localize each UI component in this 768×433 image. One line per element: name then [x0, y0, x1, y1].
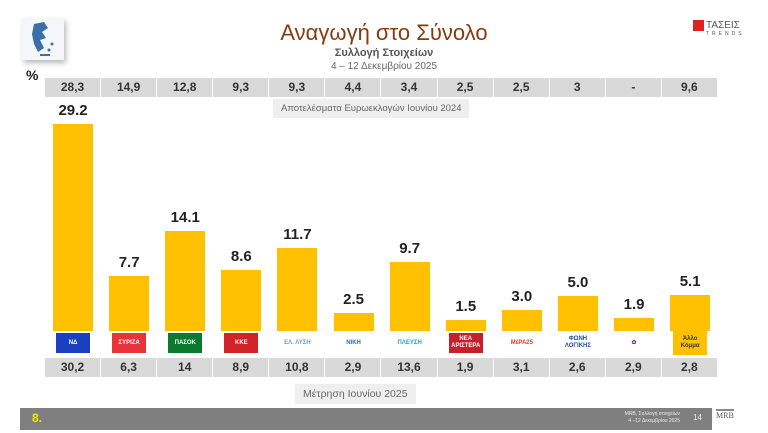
party-logo: ΕΛ. ΛΥΣΗ: [284, 339, 311, 346]
june2025-cell: 2,9: [325, 358, 381, 377]
june2025-caption: Μέτρηση Ιουνίου 2025: [295, 384, 416, 404]
value-label: 7.7: [118, 254, 140, 272]
june2025-cell: 3,1: [493, 358, 549, 377]
value-label: 1.9: [623, 295, 645, 313]
euro2024-cell: 2,5: [437, 78, 493, 97]
euro2024-cell: -: [605, 78, 661, 97]
bar-9: [557, 295, 598, 331]
euro2024-cell: 14,9: [101, 78, 157, 97]
page-title: Αναγωγή στο Σύνολο: [280, 20, 488, 45]
euro2024-caption: Αποτελέσματα Ευρωεκλογών Ιουνίου 2024: [273, 99, 470, 118]
euro2024-cell: 28,3: [45, 78, 101, 97]
brand-sub: TRENDS: [706, 31, 745, 38]
euro2024-cell: 3: [549, 78, 605, 97]
euro2024-cell: 4,4: [325, 78, 381, 97]
value-label: 8.6: [230, 248, 252, 266]
bar-10: [614, 317, 655, 331]
greece-map-icon: [22, 18, 64, 60]
june2025-row: 30,2 6,3 14 8,9 10,8 2,9 13,6 1,9 3,1 2,6 2,9 2,8: [45, 358, 718, 377]
euro2024-cell: 9,3: [269, 78, 325, 97]
bar-11: [670, 294, 711, 331]
brand-name: ΤΑΣΕΙΣ: [706, 20, 740, 32]
june2025-cell: 30,2: [45, 358, 101, 377]
footer-source: MRB, Συλλογή στοιχείων 4 –12 Δεκεμβρίου 2…: [625, 411, 680, 425]
party-logo: ΜέΡΑ25: [510, 339, 533, 346]
party-logo: ΝΙΚΗ: [346, 339, 361, 346]
page-number: 14: [693, 413, 702, 422]
subtitle: Συλλογή Στοιχείων: [334, 47, 434, 59]
bar-8: [501, 309, 542, 331]
mrb-logo: MRB: [716, 409, 734, 420]
party-logo: ΠΑΣΟΚ: [168, 333, 203, 353]
value-label: 5.1: [679, 272, 701, 290]
bar-3: [221, 270, 262, 331]
value-label: 3.0: [511, 287, 533, 305]
party-logo: ΝΔ: [56, 333, 91, 353]
june2025-cell: 2,8: [661, 358, 717, 377]
slide-number: 8.: [32, 411, 43, 425]
date-range: 4 – 12 Δεκεμβρίου 2025: [330, 61, 438, 72]
june2025-cell: 6,3: [101, 358, 157, 377]
euro2024-cell: 12,8: [157, 78, 213, 97]
june2025-cell: 2,6: [549, 358, 605, 377]
unit-label: %: [26, 67, 39, 83]
june2025-cell: 8,9: [213, 358, 269, 377]
june2025-cell: 14: [157, 358, 213, 377]
source-line-1: MRB, Συλλογή στοιχείων: [624, 411, 680, 417]
june2025-cell: 13,6: [381, 358, 437, 377]
footer-bar: 8. MRB, Συλλογή στοιχείων 4 –12 Δεκεμβρίο…: [20, 408, 712, 430]
value-label: 9.7: [399, 240, 421, 258]
euro2024-row: 28,3 14,9 12,8 9,3 9,3 4,4 3,4 2,5 2,5 3-9,6: [45, 78, 718, 97]
bar-5: [333, 313, 374, 331]
value-label: 2.5: [343, 291, 364, 309]
party-logo: ✿: [631, 339, 637, 346]
june2025-cell: 2,9: [605, 358, 661, 377]
bar-7: [445, 320, 486, 331]
party-logo: ΠΛΕΥΣΗ: [397, 339, 422, 346]
value-label: 1.5: [455, 298, 477, 316]
party-logo: ΣΥΡΙΖΑ: [112, 333, 147, 353]
value-label: 14.1: [170, 209, 200, 227]
value-label: 29.2: [58, 102, 88, 119]
value-label: 11.7: [283, 226, 312, 244]
bar-1: [109, 276, 150, 331]
party-logo: ΚΚΕ: [224, 333, 259, 353]
euro2024-cell: 9,6: [661, 78, 717, 97]
june2025-cell: 10,8: [269, 358, 325, 377]
bar-4: [277, 248, 318, 331]
value-label: 5.0: [567, 273, 589, 291]
bar-2: [165, 231, 206, 331]
party-logo: ΦΩΝΗ ΛΟΓΙΚΗΣ: [564, 336, 591, 349]
euro2024-cell: 9,3: [213, 78, 269, 97]
brand-logo: ΤΑΣΕΙΣ TRENDS: [693, 20, 745, 37]
bar-6: [389, 262, 430, 331]
source-line-2: 4 –12 Δεκεμβρίου 2025: [628, 418, 680, 424]
june2025-cell: 1,9: [437, 358, 493, 377]
euro2024-cell: 3,4: [381, 78, 437, 97]
party-logo: ΝΕΑ ΑΡΙΣΤΕΡΑ: [448, 333, 483, 353]
party-logo: Άλλο Κόμμα: [673, 331, 708, 355]
euro2024-cell: 2,5: [493, 78, 549, 97]
bar-chart: 29.2 7.7 14.1 8.6 11.7 2.5 9.7 1.5 3.0 5.0 1.9 5.1: [37, 100, 717, 331]
bar-0: [53, 124, 94, 331]
